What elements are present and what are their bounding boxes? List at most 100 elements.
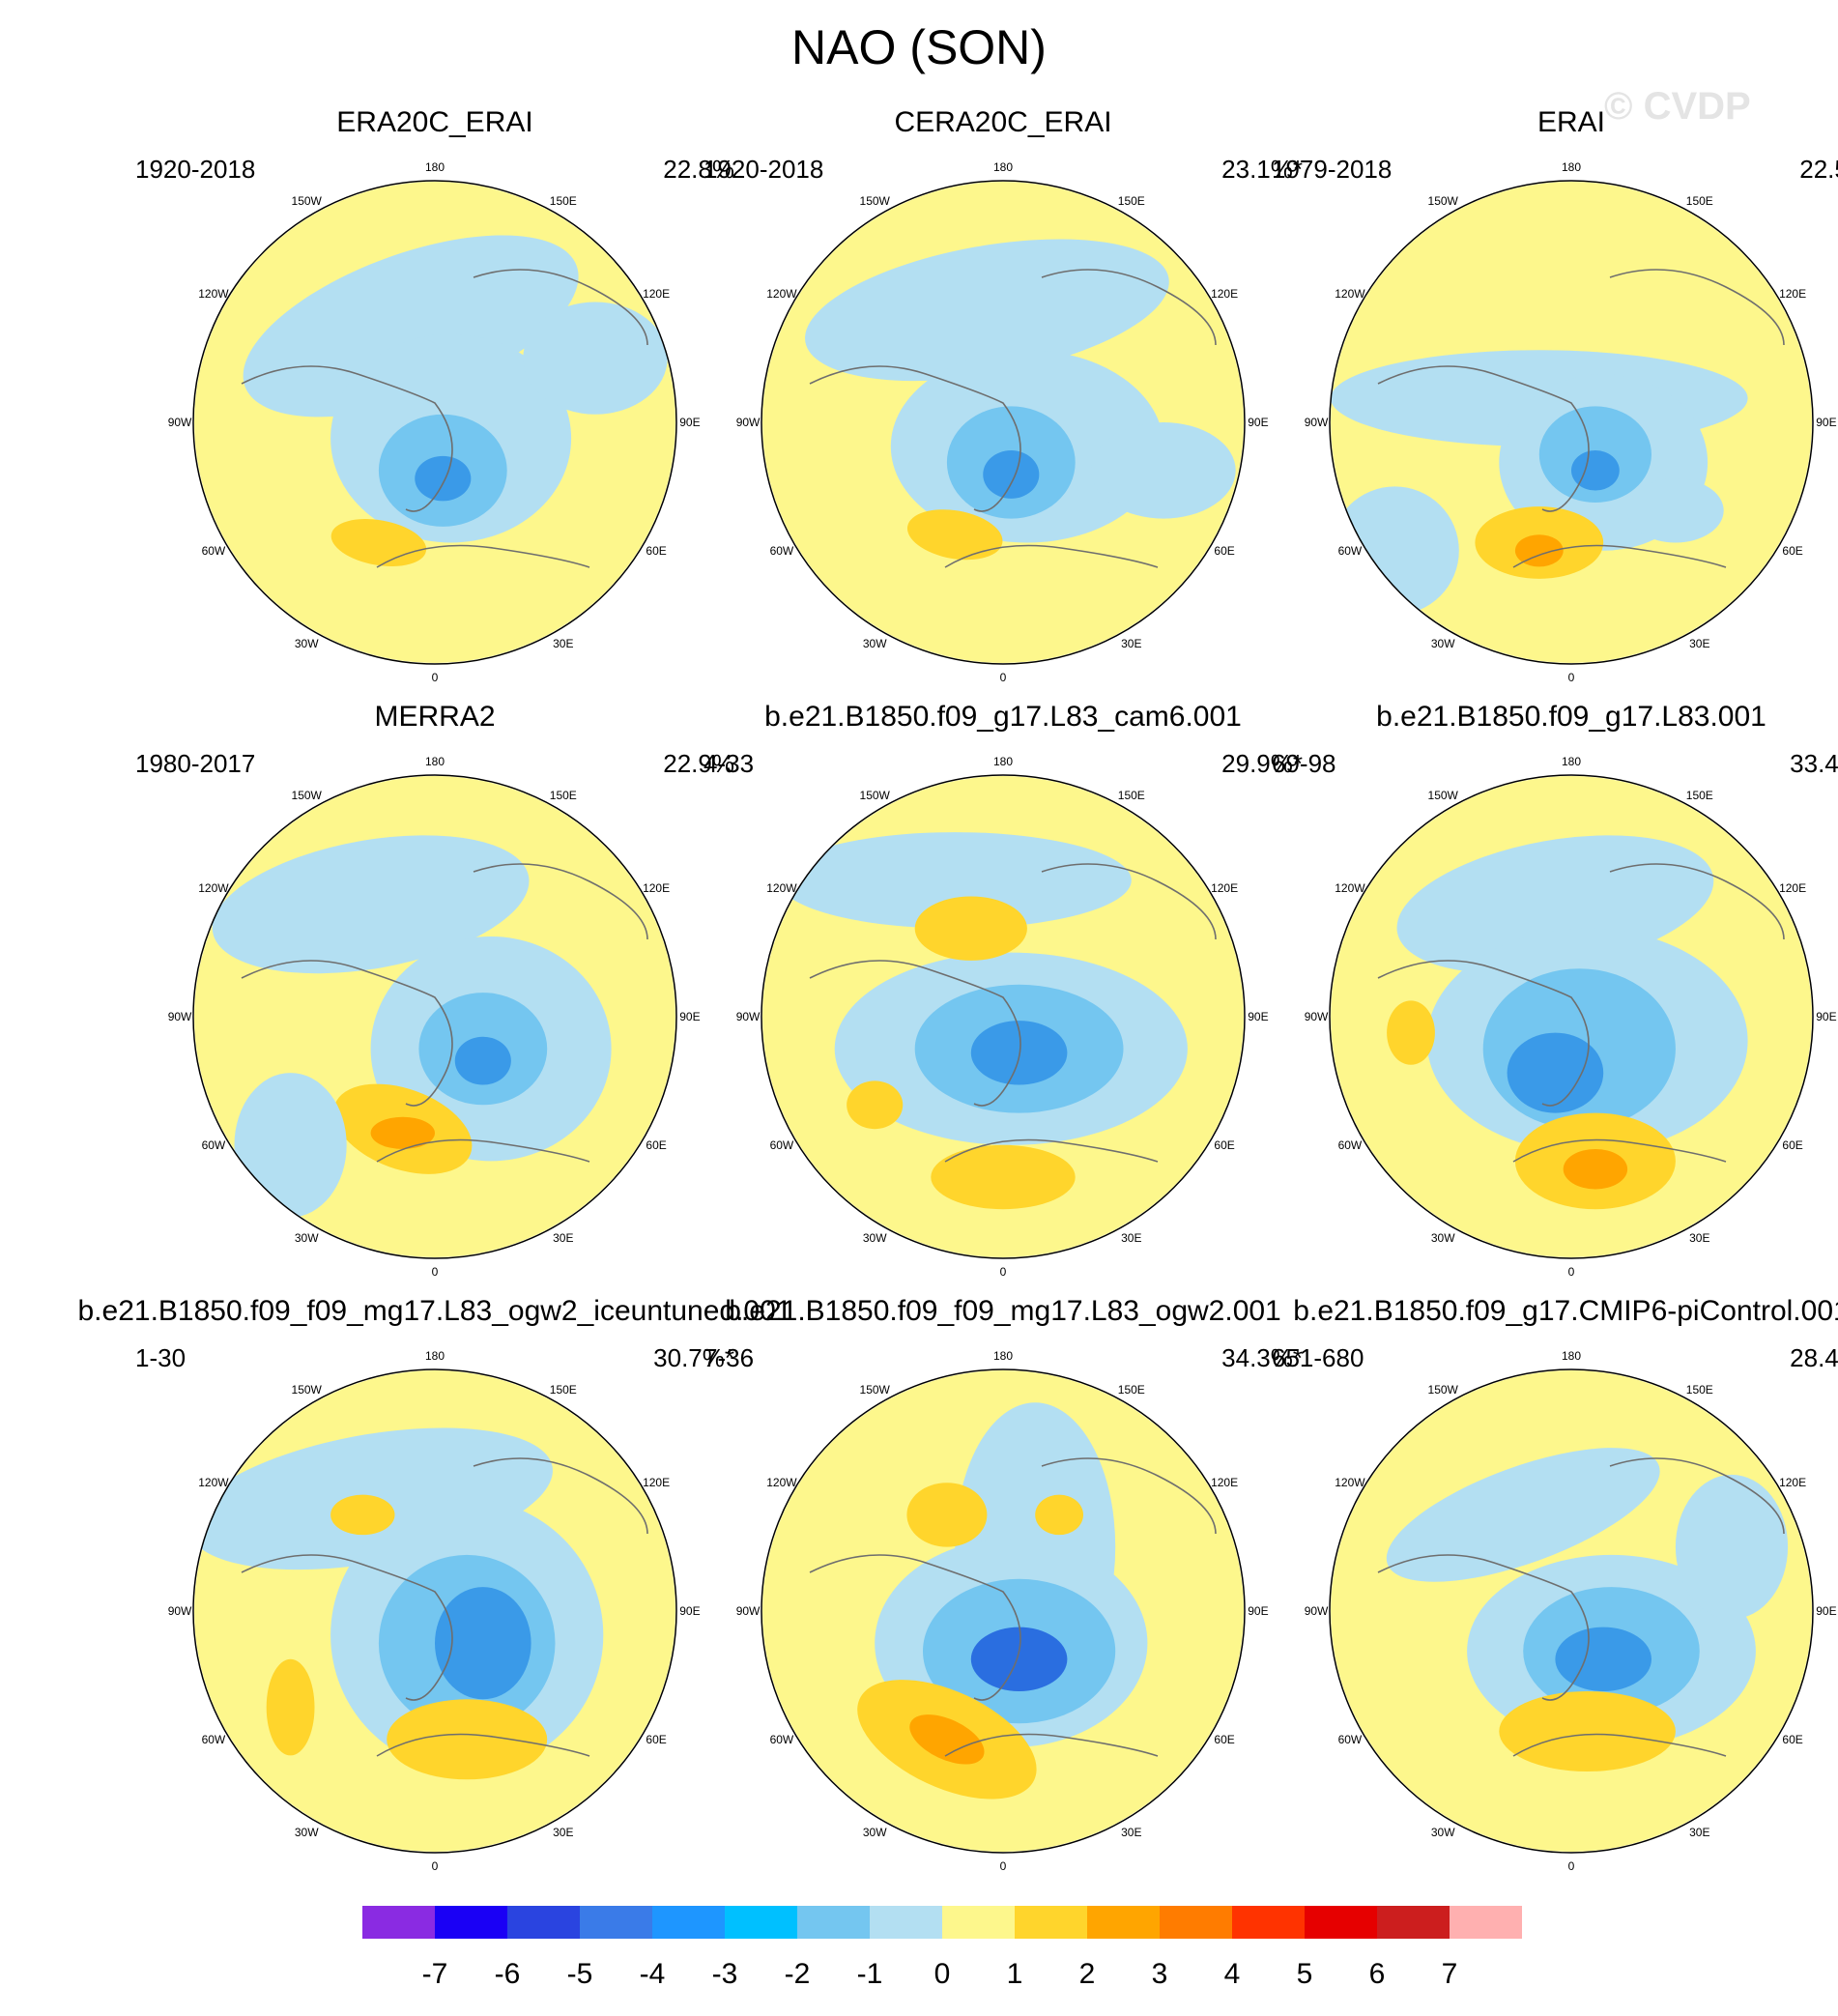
coastline [1377, 269, 1785, 568]
panel-title: ERAI [1536, 106, 1606, 138]
colorbar-label: 0 [934, 1958, 951, 1990]
longitude-label: 60W [202, 1733, 226, 1746]
panel-years: 1979-2018 [1272, 155, 1393, 184]
colorbar-swatch [725, 1906, 797, 1939]
anomaly-contour [1387, 1000, 1435, 1065]
anomaly-contour [243, 235, 579, 418]
longitude-label: 180 [993, 160, 1013, 174]
anomaly-contour [906, 1483, 988, 1547]
longitude-label: 150E [1118, 194, 1145, 208]
longitude-label: 30E [1689, 1231, 1709, 1245]
longitude-label: 0 [432, 1859, 439, 1873]
polar-map: 180 150W 150E 120W 120E 90W 90E 60W 60E 30W 30E 0 [168, 1349, 701, 1873]
panel-title: ERA20C_ERAI [336, 106, 533, 138]
longitude-label: 90W [1305, 416, 1329, 429]
polar-map: 180 150W 150E 120W 120E 90W 90E 60W 60E 30W 30E 0 [736, 160, 1269, 684]
longitude-label: 30W [863, 1231, 887, 1245]
colorbar-label: 5 [1297, 1958, 1313, 1990]
panel-title: b.e21.B1850.f09_g17.L83_cam6.001 [764, 701, 1242, 733]
longitude-label: 60E [646, 1733, 666, 1746]
colorbar-label: 6 [1369, 1958, 1386, 1990]
longitude-label: 90W [1305, 1010, 1329, 1023]
longitude-label: 120W [1335, 881, 1365, 895]
colorbar: -7 -6 -5 -4 -3 -2 -1 0 1 2 3 4 5 6 7 [362, 1906, 1522, 1990]
longitude-label: 120E [1779, 881, 1806, 895]
longitude-label: 120W [198, 287, 229, 301]
anomaly-contour [931, 1144, 1076, 1210]
cvdp-watermark: © CVDP [1604, 85, 1751, 128]
longitude-label: 180 [425, 160, 445, 174]
anomaly-contour [1563, 1148, 1628, 1190]
colorbar-label: 2 [1079, 1958, 1096, 1990]
longitude-label: 150W [1428, 789, 1459, 802]
coastline [241, 863, 648, 1163]
colorbar-swatch [942, 1906, 1015, 1939]
polar-map: 180 150W 150E 120W 120E 90W 90E 60W 60E 30W 30E 0 [1305, 1349, 1837, 1873]
panel-years: 1920-2018 [704, 155, 824, 184]
colorbar-swatch [652, 1906, 725, 1939]
map-panel: b.e21.B1850.f09_g17.L83.00169-9833.4%*18… [1272, 701, 1838, 1300]
anomaly-contour [1499, 1691, 1676, 1771]
panel-title: b.e21.B1850.f09_g17.L83.001 [1376, 701, 1766, 733]
colorbar-swatch [580, 1906, 652, 1939]
longitude-label: 0 [1568, 1859, 1575, 1873]
longitude-label: 150W [292, 1383, 323, 1397]
longitude-label: 90W [168, 416, 192, 429]
coastline [1377, 1457, 1785, 1757]
longitude-label: 30W [1431, 1231, 1455, 1245]
longitude-label: 90W [736, 416, 761, 429]
longitude-label: 60W [1338, 1733, 1363, 1746]
longitude-label: 30W [295, 637, 319, 650]
map-boundary [1329, 180, 1814, 665]
longitude-label: 90W [168, 1010, 192, 1023]
colorbar-swatch [1160, 1906, 1232, 1939]
longitude-label: 90E [1816, 1010, 1836, 1023]
anomaly-contour [212, 835, 530, 974]
longitude-label: 150E [1686, 194, 1713, 208]
longitude-label: 60W [1338, 544, 1363, 558]
colorbar-swatch [1087, 1906, 1160, 1939]
anomaly-contour [1091, 422, 1236, 519]
longitude-label: 120W [1335, 287, 1365, 301]
longitude-label: 0 [1000, 671, 1007, 684]
longitude-label: 120E [1779, 287, 1806, 301]
colorbar-label: -7 [422, 1958, 448, 1990]
longitude-label: 60E [1214, 1733, 1234, 1746]
longitude-label: 30W [295, 1826, 319, 1839]
anomaly-contour [330, 1494, 395, 1536]
longitude-label: 60E [1782, 1733, 1802, 1746]
longitude-label: 150E [1118, 1383, 1145, 1397]
longitude-label: 150E [550, 1383, 577, 1397]
longitude-label: 120W [198, 1476, 229, 1489]
longitude-label: 60W [1338, 1138, 1363, 1152]
colorbar-swatch [797, 1906, 870, 1939]
anomaly-contour [454, 1036, 511, 1085]
longitude-label: 180 [993, 755, 1013, 768]
figure-title: NAO (SON) [791, 20, 1047, 74]
anomaly-contour [1507, 1032, 1604, 1113]
colorbar-swatch [362, 1906, 435, 1939]
colorbar-swatch [507, 1906, 580, 1939]
anomaly-contour [778, 832, 1132, 929]
map-panel: CERA20C_ERAI 1920-2018 23.1%* 180 150W 150E 12… [704, 106, 1303, 706]
longitude-label: 150W [1428, 1383, 1459, 1397]
longitude-label: 0 [1000, 1859, 1007, 1873]
anomaly-contour [266, 1658, 315, 1756]
longitude-label: 30E [1121, 637, 1141, 650]
map-panel: b.e21.B1850.f09_g17.L83_cam6.001 4-33 29.9… [704, 701, 1303, 1300]
longitude-label: 30E [553, 1231, 573, 1245]
anomaly-contour [1514, 534, 1564, 567]
map-boundary [192, 774, 677, 1259]
colorbar-swatch [1305, 1906, 1377, 1939]
coastline [809, 269, 1217, 568]
longitude-label: 60E [1782, 1138, 1802, 1152]
longitude-label: 60E [646, 544, 666, 558]
longitude-label: 180 [425, 755, 445, 768]
anomaly-contour [370, 1116, 435, 1149]
map-panel: b.e21.B1850.f09_f09_mg17.L83_ogw2.001 7-3… [704, 1295, 1303, 1894]
panel-title: b.e21.B1850.f09_g17.CMIP6-piControl.001 [1293, 1295, 1838, 1327]
colorbar-label: 1 [1007, 1958, 1023, 1990]
longitude-label: 60W [202, 544, 226, 558]
longitude-label: 90E [679, 1604, 700, 1618]
longitude-label: 120W [766, 881, 797, 895]
